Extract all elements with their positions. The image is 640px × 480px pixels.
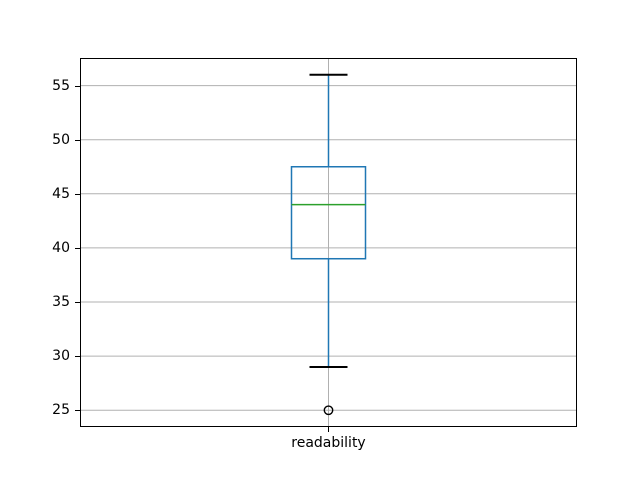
y-tick-mark — [75, 86, 80, 87]
y-tick-label: 55 — [52, 78, 70, 94]
box — [290, 166, 367, 260]
axes-frame — [80, 58, 577, 427]
y-tick-mark — [75, 140, 80, 141]
y-tick-mark — [75, 194, 80, 195]
y-tick-mark — [75, 302, 80, 303]
y-tick-label: 35 — [52, 294, 70, 310]
y-tick-mark — [75, 356, 80, 357]
plot-area — [80, 58, 577, 427]
y-tick-mark — [75, 248, 80, 249]
x-tick-label: readability — [291, 435, 366, 451]
y-tick-label: 25 — [52, 402, 70, 418]
y-tick-label: 50 — [52, 132, 70, 148]
y-tick-label: 30 — [52, 348, 70, 364]
boxplot-canvas — [80, 58, 577, 427]
y-tick-label: 45 — [52, 186, 70, 202]
y-tick-label: 40 — [52, 240, 70, 256]
y-tick-mark — [75, 410, 80, 411]
x-tick-mark — [328, 427, 329, 432]
outlier-marker — [323, 405, 334, 416]
